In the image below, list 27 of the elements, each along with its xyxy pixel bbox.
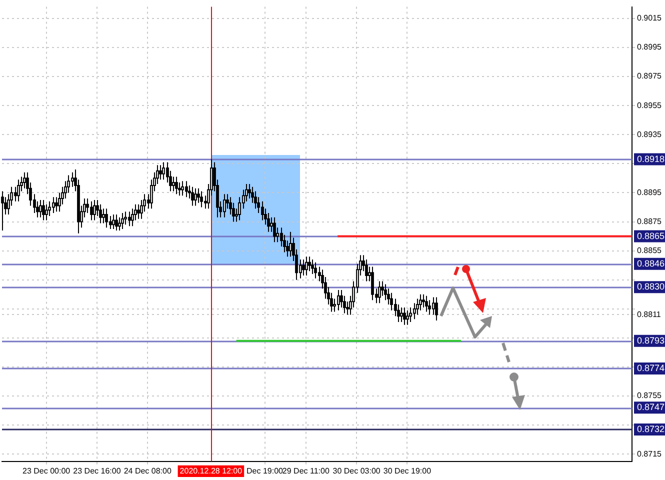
ref-line-label: 0.8732 xyxy=(637,424,665,434)
y-tick-label: 0.8995 xyxy=(637,42,662,52)
ref-line-label: 0.8918 xyxy=(637,154,665,164)
y-tick-label: 0.8975 xyxy=(637,72,662,81)
ref-line-label: 0.8774 xyxy=(637,362,665,373)
ref-line-label: 0.8793 xyxy=(637,335,665,346)
y-tick-label: 0.9015 xyxy=(637,14,662,23)
y-tick-label: 0.8715 xyxy=(637,449,662,458)
x-tick-label: 30 Dec 03:00 xyxy=(332,466,381,476)
x-tick-label: Dec 19:00 xyxy=(246,466,284,476)
ref-line-label: 0.8865 xyxy=(637,230,665,241)
y-tick-label: 0.8855 xyxy=(637,246,662,256)
ref-line-label: 0.8846 xyxy=(637,258,665,268)
y-tick-label: 0.8811 xyxy=(637,310,662,319)
ref-line-label: 0.8830 xyxy=(637,282,665,292)
x-tick-label: 24 Dec 08:00 xyxy=(124,466,172,476)
x-tick-label: 2020.12.28 12:00 xyxy=(180,466,243,476)
y-tick-label: 0.8875 xyxy=(637,216,662,226)
x-tick-label: 30 Dec 19:00 xyxy=(383,466,432,476)
y-tick-label: 0.8895 xyxy=(637,188,662,197)
x-tick-label: 23 Dec 00:00 xyxy=(22,466,71,476)
y-tick-label: 0.8755 xyxy=(637,391,662,400)
ref-line-label: 0.8747 xyxy=(637,402,665,412)
y-tick-label: 0.8955 xyxy=(637,100,662,110)
y-tick-label: 0.8935 xyxy=(637,130,662,139)
x-tick-label: 23 Dec 16:00 xyxy=(73,466,122,476)
x-tick-label: 29 Dec 11:00 xyxy=(282,466,330,476)
